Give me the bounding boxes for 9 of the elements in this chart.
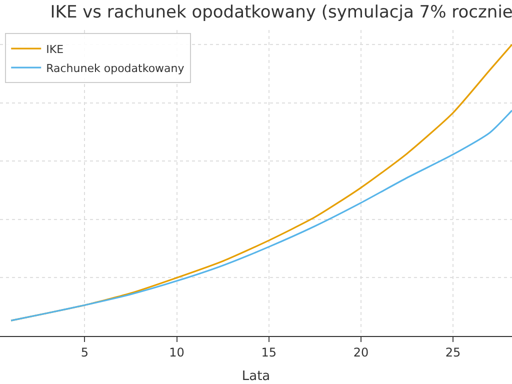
legend-label: Rachunek opodatkowany [46,62,185,75]
chart-title: IKE vs rachunek opodatkowany (symulacja 7% rocznie [50,2,512,23]
x-tick-label: 10 [169,345,184,360]
x-tick-label: 5 [80,345,89,360]
x-tick-label: 15 [261,345,277,360]
x-axis-title: Lata [242,369,270,384]
x-tick-label: 25 [445,345,461,360]
legend-label: IKE [46,42,64,56]
x-tick-label: 20 [353,345,369,360]
